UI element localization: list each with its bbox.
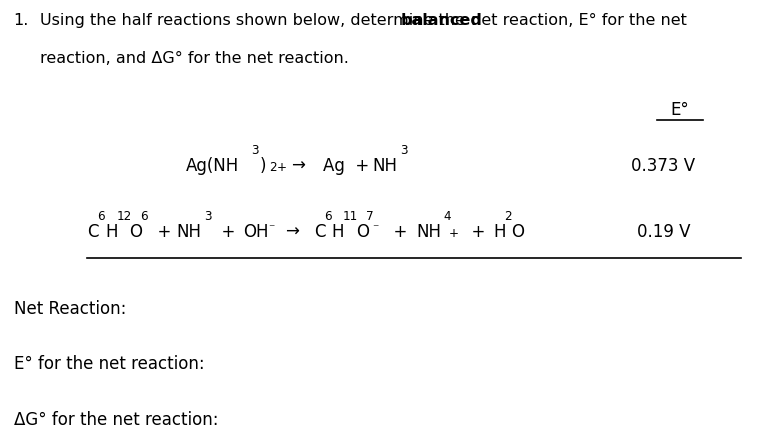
Text: 11: 11	[343, 210, 358, 223]
Text: Using the half reactions shown below, determine the: Using the half reactions shown below, de…	[40, 13, 470, 28]
Text: balanced: balanced	[401, 13, 483, 28]
Text: NH: NH	[372, 157, 397, 175]
Text: 7: 7	[366, 210, 374, 223]
Text: +: +	[461, 223, 485, 241]
Text: →: →	[285, 223, 299, 241]
Text: ⁻: ⁻	[372, 223, 378, 235]
Text: E°: E°	[671, 101, 689, 120]
Text: 3: 3	[251, 144, 258, 157]
Text: 0.19 V: 0.19 V	[637, 223, 690, 241]
Text: 2: 2	[269, 161, 277, 174]
Text: 3: 3	[204, 210, 211, 223]
Text: ΔG° for the net reaction:: ΔG° for the net reaction:	[14, 411, 218, 429]
Text: Net Reaction:: Net Reaction:	[14, 300, 126, 318]
Text: NH: NH	[416, 223, 442, 241]
Text: OH: OH	[243, 223, 269, 241]
Text: 12: 12	[116, 210, 131, 223]
Text: net reaction, E° for the net: net reaction, E° for the net	[466, 13, 687, 28]
Text: O: O	[129, 223, 142, 241]
Text: NH: NH	[176, 223, 201, 241]
Text: 6: 6	[140, 210, 147, 223]
Text: 1.: 1.	[14, 13, 29, 28]
Text: +: +	[277, 161, 287, 174]
Text: +: +	[147, 223, 172, 241]
Text: 4: 4	[443, 210, 451, 223]
Text: O: O	[356, 223, 369, 241]
Text: C: C	[87, 223, 99, 241]
Text: 6: 6	[324, 210, 331, 223]
Text: →: →	[291, 157, 305, 175]
Text: +: +	[383, 223, 407, 241]
Text: H: H	[493, 223, 505, 241]
Text: Ag  +: Ag +	[323, 157, 369, 175]
Text: Ag(NH: Ag(NH	[186, 157, 239, 175]
Text: ): )	[260, 157, 267, 175]
Text: 3: 3	[401, 144, 408, 157]
Text: +: +	[211, 223, 236, 241]
Text: reaction, and ΔG° for the net reaction.: reaction, and ΔG° for the net reaction.	[40, 51, 348, 66]
Text: E° for the net reaction:: E° for the net reaction:	[14, 355, 204, 373]
Text: 0.373 V: 0.373 V	[632, 157, 695, 175]
Text: H: H	[105, 223, 117, 241]
Text: C: C	[314, 223, 325, 241]
Text: +: +	[449, 227, 459, 240]
Text: O: O	[511, 223, 524, 241]
Text: 6: 6	[97, 210, 105, 223]
Text: 2: 2	[504, 210, 511, 223]
Text: H: H	[331, 223, 344, 241]
Text: ⁻: ⁻	[268, 223, 274, 235]
